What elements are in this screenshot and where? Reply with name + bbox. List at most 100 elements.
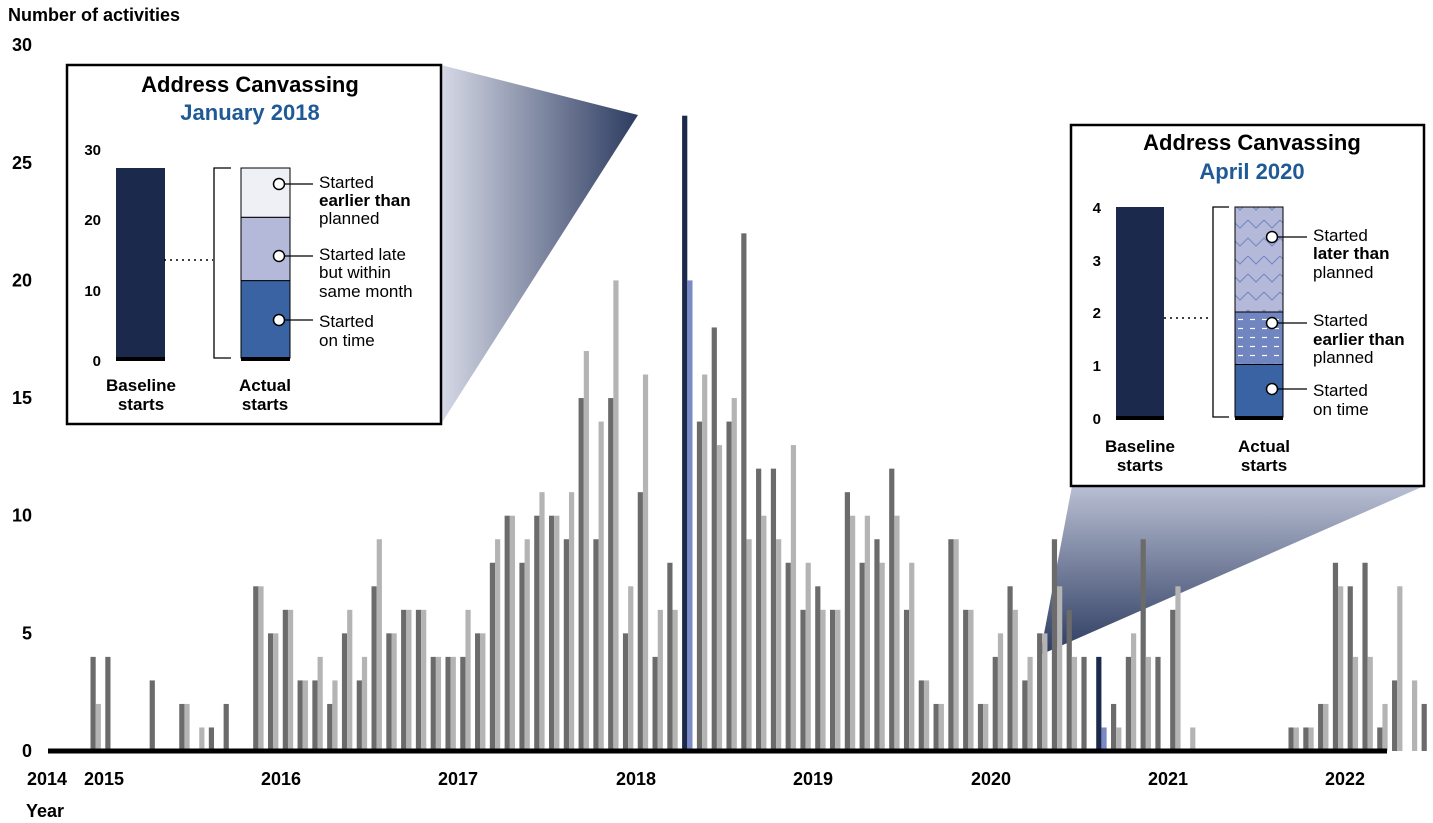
inset-bars xyxy=(1116,206,1284,420)
bar-actual xyxy=(1027,656,1033,751)
bar-baseline xyxy=(341,633,348,751)
bar-actual xyxy=(1293,727,1299,751)
bar-baseline xyxy=(1318,703,1324,751)
inset-january-2018: Address Canvassing January 2018 0 10 20 … xyxy=(65,63,443,426)
bar-actual xyxy=(820,609,826,751)
bar-baseline xyxy=(504,515,510,751)
callout-marker xyxy=(272,177,286,191)
bar-actual xyxy=(938,703,944,751)
bar-baseline xyxy=(696,421,703,751)
inset-baseline-foot xyxy=(116,357,165,361)
bar-actual xyxy=(287,609,294,751)
baseline-label: Baseline xyxy=(106,376,176,395)
callout-text: planned xyxy=(1313,263,1374,282)
baseline-label: starts xyxy=(1117,456,1163,475)
bar-baseline xyxy=(741,233,747,752)
bar-actual xyxy=(568,492,575,751)
bar-baseline xyxy=(637,492,643,751)
callout-marker xyxy=(1265,382,1279,396)
inset-title: Address Canvassing xyxy=(1143,130,1361,155)
bar-actual xyxy=(347,609,353,751)
bar-baseline xyxy=(386,633,392,751)
callout-earlier: Started earlier than planned xyxy=(1265,311,1405,367)
bar-baseline xyxy=(948,539,954,751)
bar-actual xyxy=(1057,586,1063,751)
callout-text: Started xyxy=(1313,311,1368,330)
bar-actual xyxy=(1338,586,1344,751)
x-axis-label: Year xyxy=(26,801,64,821)
bar-baseline xyxy=(844,492,850,751)
bar-baseline xyxy=(208,727,215,751)
bar-actual xyxy=(598,421,604,751)
bar-baseline xyxy=(267,633,274,751)
bar-actual xyxy=(1397,586,1403,751)
bar-actual xyxy=(1012,609,1018,751)
bar-baseline xyxy=(1362,562,1368,751)
x-tick-labels: 2014 2015 2016 2017 2018 2019 2020 2021 … xyxy=(27,769,1365,789)
x-tick-2014: 2014 xyxy=(27,769,67,789)
bar-baseline xyxy=(859,562,865,751)
x-tick-2018: 2018 xyxy=(616,769,656,789)
inset-tick: 0 xyxy=(93,353,101,370)
inset-baseline-bar xyxy=(116,168,165,358)
inset-tick: 3 xyxy=(1093,253,1101,270)
bar-actual xyxy=(657,609,663,751)
bar-baseline xyxy=(1392,680,1398,751)
bar-actual xyxy=(879,562,885,751)
bar-actual xyxy=(199,727,205,751)
inset-actual-foot xyxy=(1235,416,1283,420)
bar-baseline xyxy=(1347,586,1353,751)
callout-text: on time xyxy=(1313,400,1369,419)
callout-text: Started late xyxy=(319,245,406,264)
y-tick-labels: 0 5 10 15 20 25 30 xyxy=(12,35,32,761)
bar-baseline xyxy=(460,656,466,751)
callout-text: planned xyxy=(1313,348,1374,367)
bar-actual xyxy=(509,515,516,751)
actual-label: starts xyxy=(242,395,288,414)
bar-baseline xyxy=(534,515,540,751)
x-tick-2020: 2020 xyxy=(971,769,1011,789)
bar-baseline xyxy=(815,586,821,751)
bar-baseline xyxy=(608,398,614,751)
y-tick-label: 30 xyxy=(12,35,32,55)
callout-marker xyxy=(272,249,286,263)
bar-baseline xyxy=(1377,727,1383,751)
bar-actual xyxy=(864,515,870,751)
bar-baseline xyxy=(711,327,717,751)
bar-actual xyxy=(997,633,1004,751)
bar-actual xyxy=(835,609,841,751)
bar-baseline xyxy=(682,115,688,751)
bar-baseline xyxy=(489,562,496,751)
bar-baseline xyxy=(1081,656,1087,751)
bar-actual xyxy=(923,680,930,751)
bar-actual xyxy=(1308,727,1314,751)
bar-baseline xyxy=(1051,539,1058,751)
bar-actual xyxy=(539,492,545,751)
bar-baseline xyxy=(415,609,422,751)
bar-actual xyxy=(849,515,856,751)
bar-actual xyxy=(184,703,190,751)
bar-actual xyxy=(1352,656,1359,751)
bar-actual xyxy=(376,539,382,751)
bar-actual xyxy=(361,656,368,751)
bar-actual xyxy=(1131,633,1137,751)
bar-actual xyxy=(1145,656,1151,751)
inset-tick: 20 xyxy=(84,212,101,229)
bar-baseline xyxy=(933,703,939,751)
callout-text: later than xyxy=(1313,244,1390,263)
bar-actual xyxy=(421,609,427,751)
callout-late-same-month: Started late but within same month xyxy=(272,245,413,301)
bar-baseline xyxy=(430,656,436,751)
callout-marker xyxy=(1265,230,1279,244)
bar-baseline xyxy=(519,562,525,751)
callout-text: earlier than xyxy=(1313,330,1405,349)
callout-marker xyxy=(272,313,286,327)
bar-baseline xyxy=(327,703,333,751)
bar-baseline xyxy=(726,421,732,751)
bar-baseline xyxy=(889,468,895,751)
bracket xyxy=(213,167,231,359)
callout-text: Started xyxy=(1313,226,1368,245)
callout-text: Started xyxy=(319,173,374,192)
bar-actual xyxy=(435,656,442,751)
bar-actual xyxy=(450,656,456,751)
